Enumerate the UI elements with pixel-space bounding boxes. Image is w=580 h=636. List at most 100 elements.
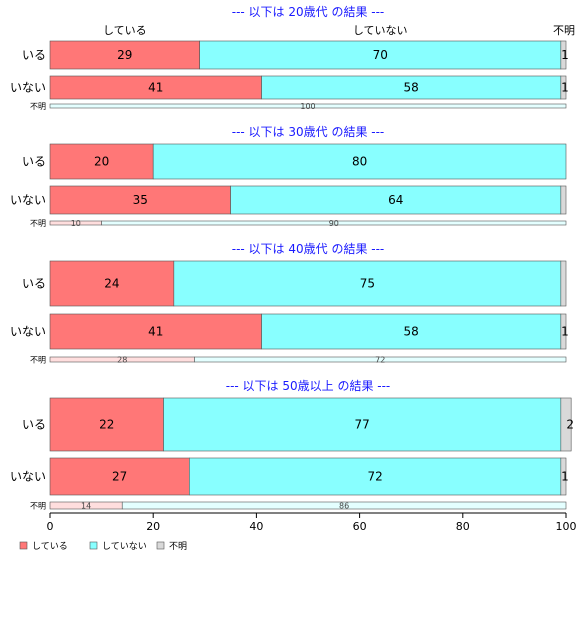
legend-swatch	[156, 541, 165, 550]
bar-segment	[49, 260, 175, 307]
bar-segment	[49, 40, 200, 70]
data-label: 1	[561, 81, 569, 95]
category-label: いない	[10, 325, 46, 339]
bar-row: いる 22 77 2	[22, 397, 574, 452]
data-label: 1	[561, 470, 569, 484]
bar-segment	[230, 185, 562, 215]
data-label: 1	[561, 48, 569, 62]
column-header: している	[103, 24, 147, 37]
column-header: 不明	[553, 24, 575, 37]
data-label: 22	[99, 418, 114, 432]
bar-row: いない 41 58 1	[10, 75, 569, 100]
data-label: 41	[148, 325, 163, 339]
bar-segment	[49, 457, 190, 496]
bar-row: 不明 28 72	[30, 356, 567, 365]
bar-row: 不明 10 90	[30, 219, 567, 228]
bar-segment	[560, 185, 567, 215]
bar-segment	[199, 40, 562, 70]
category-label: いない	[10, 81, 46, 95]
category-label: いる	[22, 418, 46, 432]
category-label: 不明	[30, 356, 46, 365]
category-label: 不明	[30, 219, 46, 228]
category-label: いる	[22, 48, 46, 62]
category-label: いない	[10, 193, 46, 207]
bar-row: いる 24 75	[22, 260, 567, 307]
bar-segment	[49, 103, 567, 109]
bar-segment	[173, 260, 562, 307]
bar-segment	[152, 143, 567, 180]
bar-segment	[49, 313, 262, 350]
age-group: --- 以下は 30歳代 の結果 --- いる 20 80 いない 35 64 不明 10 90	[10, 125, 567, 228]
group-title: --- 以下は 30歳代 の結果 ---	[232, 125, 385, 139]
legend-label: している	[32, 541, 68, 552]
data-label: 70	[373, 48, 388, 62]
bar-segment	[163, 397, 562, 452]
bar-segment	[49, 397, 164, 452]
data-label: 35	[133, 193, 148, 207]
data-label: 58	[404, 325, 419, 339]
bar-segment	[261, 313, 562, 350]
x-tick-label: 80	[456, 520, 470, 533]
bar-segment	[560, 40, 567, 70]
category-label: いない	[10, 470, 46, 484]
data-label: 86	[339, 502, 349, 511]
x-tick-label: 0	[47, 520, 54, 533]
bar-segment	[560, 397, 572, 452]
group-title: --- 以下は 40歳代 の結果 ---	[232, 242, 385, 256]
x-tick-label: 100	[556, 520, 577, 533]
data-label: 75	[360, 277, 375, 291]
legend: している していない 不明	[19, 541, 187, 552]
legend-label: 不明	[169, 541, 187, 552]
data-label: 72	[375, 356, 385, 365]
x-tick-label: 40	[249, 520, 263, 533]
age-group: --- 以下は 50歳以上 の結果 --- いる 22 77 2 いない 27 72 1 不明 14…	[10, 379, 574, 511]
bar-segment	[49, 143, 154, 180]
bar-segment	[194, 356, 567, 363]
bar-row: 不明 14 86	[30, 501, 567, 511]
data-label: 1	[561, 325, 569, 339]
category-label: いる	[22, 277, 46, 291]
bar-row: いない 27 72 1	[10, 457, 569, 496]
legend-swatch	[89, 541, 98, 550]
category-label: 不明	[30, 102, 46, 111]
bar-segment	[101, 220, 567, 226]
data-label: 2	[566, 418, 574, 432]
age-group: --- 以下は 20歳代 の結果 --- いる 29 70 1 いない 41 58 1 不明 100	[10, 5, 569, 111]
data-label: 77	[355, 418, 370, 432]
category-label: 不明	[30, 502, 46, 511]
legend-label: していない	[102, 541, 147, 552]
data-label: 90	[329, 219, 339, 228]
bar-row: いない 41 58 1	[10, 313, 569, 350]
x-tick-label: 60	[353, 520, 367, 533]
group-title: --- 以下は 50歳以上 の結果 ---	[226, 379, 391, 393]
data-label: 58	[404, 81, 419, 95]
bar-segment	[189, 457, 562, 496]
category-label: いる	[22, 155, 46, 169]
bar-segment	[560, 313, 567, 350]
bar-segment	[560, 260, 567, 307]
group-title: --- 以下は 20歳代 の結果 ---	[232, 5, 385, 19]
age-group: --- 以下は 40歳代 の結果 --- いる 24 75 いない 41 58 1 不明 28 72	[10, 242, 569, 365]
bar-segment	[560, 457, 567, 496]
x-axis: 0 20 40 60 80 100	[47, 512, 577, 533]
data-label: 29	[117, 48, 132, 62]
data-label: 10	[71, 219, 81, 228]
bar-segment	[121, 501, 567, 510]
bar-row: いる 20 80	[22, 143, 567, 180]
data-label: 80	[352, 155, 367, 169]
data-label: 72	[367, 470, 382, 484]
column-header: していない	[353, 24, 408, 37]
bar-segment	[49, 185, 231, 215]
data-label: 28	[117, 356, 127, 365]
data-label: 27	[112, 470, 127, 484]
data-label: 64	[388, 193, 403, 207]
data-label: 41	[148, 81, 163, 95]
bar-row: いる 29 70 1	[22, 40, 569, 70]
bar-row: いない 35 64	[10, 185, 567, 215]
data-label: 24	[104, 277, 119, 291]
data-label: 100	[300, 102, 315, 111]
data-label: 20	[94, 155, 109, 169]
x-tick-label: 20	[146, 520, 160, 533]
data-label: 14	[81, 502, 91, 511]
